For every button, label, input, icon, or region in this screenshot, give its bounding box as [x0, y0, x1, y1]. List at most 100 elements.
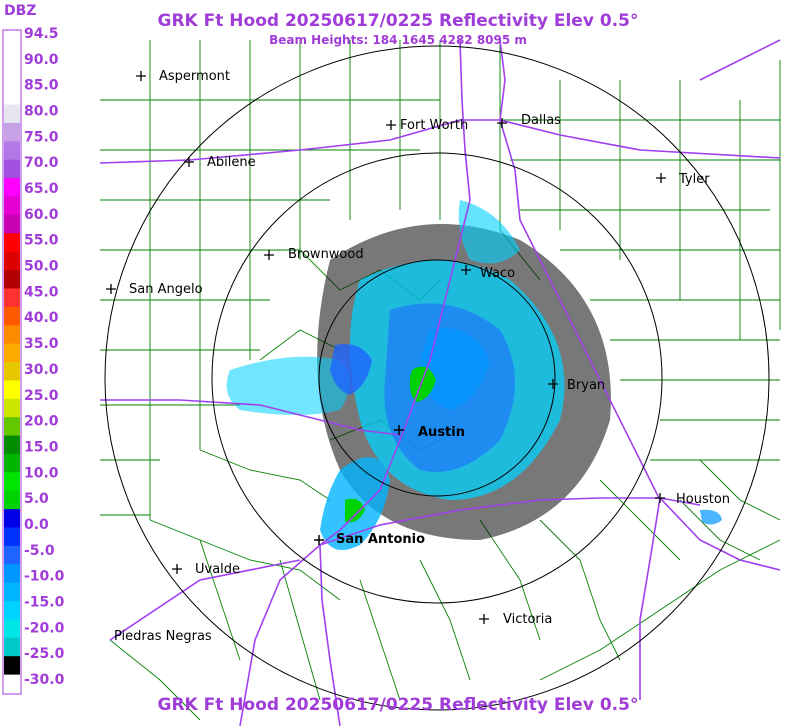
legend-swatch	[4, 582, 20, 602]
city-label-san-antonio: San Antonio	[336, 532, 425, 547]
legend-swatch	[4, 67, 20, 87]
legend-swatch	[4, 251, 20, 271]
legend-swatch	[4, 343, 20, 363]
legend-swatch	[4, 509, 20, 528]
city-san-angelo: San Angelo	[106, 282, 203, 297]
city-label-bryan: Bryan	[567, 378, 605, 393]
city-label-waco: Waco	[480, 266, 515, 281]
legend-tick-label: -15.0	[24, 595, 65, 611]
map-subtitle: Beam Heights: 184 1645 4282 8095 m	[269, 33, 527, 47]
legend-tick-label: 80.0	[24, 104, 59, 120]
range-ring-middle	[211, 152, 663, 604]
city-markers: Aspermont Fort Worth Dallas Abilene Tyle…	[106, 69, 730, 644]
city-label-fort-worth: Fort Worth	[400, 118, 468, 133]
city-brownwood: Brownwood	[264, 247, 364, 262]
legend-unit: DBZ	[4, 3, 36, 19]
legend-swatch	[4, 656, 20, 676]
legend-swatch	[4, 196, 20, 216]
city-label-aspermont: Aspermont	[159, 69, 230, 84]
city-abilene: Abilene	[184, 155, 256, 170]
city-label-piedras-negras: Piedras Negras	[114, 629, 212, 644]
legend-swatch	[4, 637, 20, 657]
legend: DBZ 94.5 90.0 85.0 80.0 75.0 70.0 65.0 60.0 55.0…	[2, 3, 65, 695]
legend-swatch	[4, 545, 20, 565]
city-label-dallas: Dallas	[521, 113, 561, 128]
legend-swatch	[4, 453, 20, 473]
legend-swatch	[4, 564, 20, 584]
legend-tick-label: 0.0	[24, 517, 49, 533]
city-label-san-angelo: San Angelo	[129, 282, 203, 297]
legend-swatch	[4, 159, 20, 179]
range-ring-outer	[104, 45, 770, 711]
legend-swatch	[4, 141, 20, 161]
range-rings	[104, 45, 770, 711]
city-waco: Waco	[461, 265, 515, 281]
city-label-houston: Houston	[676, 492, 730, 507]
city-label-victoria: Victoria	[503, 612, 552, 627]
legend-tick-label: 85.0	[24, 78, 59, 94]
city-label-brownwood: Brownwood	[288, 247, 364, 262]
legend-tick-labels: 94.5 90.0 85.0 80.0 75.0 70.0 65.0 60.0 55.0 50.0…	[24, 26, 65, 688]
city-label-abilene: Abilene	[207, 155, 256, 170]
city-houston: Houston	[655, 492, 730, 507]
city-label-uvalde: Uvalde	[195, 562, 240, 577]
legend-color-bar	[4, 31, 20, 694]
legend-tick-label: -20.0	[24, 620, 65, 636]
legend-swatch	[4, 178, 20, 197]
legend-tick-label: 25.0	[24, 388, 59, 404]
legend-tick-label: -30.0	[24, 672, 65, 688]
city-victoria: Victoria	[479, 612, 552, 627]
legend-tick-label: -25.0	[24, 646, 65, 662]
legend-swatch	[4, 325, 20, 345]
legend-tick-label: 60.0	[24, 207, 59, 223]
legend-tick-label: -10.0	[24, 569, 65, 585]
city-bryan: Bryan	[548, 378, 605, 393]
footer-title: GRK Ft Hood 20250617/0225 Reflectivity E…	[158, 695, 639, 715]
legend-tick-label: 50.0	[24, 259, 59, 275]
legend-swatch	[4, 472, 20, 492]
city-san-antonio: San Antonio	[314, 532, 425, 547]
legend-tick-label: 55.0	[24, 233, 59, 249]
legend-swatch	[4, 527, 20, 547]
city-austin: Austin	[394, 425, 465, 440]
city-dallas: Dallas	[497, 113, 561, 128]
map-title: GRK Ft Hood 20250617/0225 Reflectivity E…	[158, 11, 639, 31]
legend-swatch	[4, 233, 20, 253]
legend-tick-label: 90.0	[24, 52, 59, 68]
city-uvalde: Uvalde	[172, 562, 240, 577]
legend-swatch	[4, 270, 20, 289]
legend-tick-label: 5.0	[24, 491, 49, 507]
city-label-tyler: Tyler	[678, 172, 710, 187]
legend-swatch	[4, 417, 20, 437]
legend-swatch	[4, 86, 20, 106]
legend-swatch	[4, 398, 20, 418]
city-aspermont: Aspermont	[136, 69, 230, 84]
legend-tick-label: 75.0	[24, 129, 59, 145]
legend-swatch	[4, 306, 20, 326]
legend-tick-label: 15.0	[24, 439, 59, 455]
legend-swatch	[4, 214, 20, 234]
legend-swatch	[4, 601, 20, 620]
legend-swatch	[4, 380, 20, 400]
legend-swatch	[4, 674, 20, 694]
range-ring-inner	[318, 259, 556, 497]
legend-tick-label: 30.0	[24, 362, 59, 378]
legend-swatch	[4, 435, 20, 455]
legend-swatch	[4, 490, 20, 510]
legend-tick-label: 20.0	[24, 414, 59, 430]
city-piedras-negras: Piedras Negras	[114, 629, 212, 644]
legend-swatch	[4, 288, 20, 308]
legend-tick-label: 10.0	[24, 465, 59, 481]
legend-swatch	[4, 619, 20, 639]
city-fort-worth: Fort Worth	[386, 118, 468, 133]
city-label-austin: Austin	[418, 425, 465, 440]
legend-tick-label: 65.0	[24, 181, 59, 197]
legend-tick-label: 45.0	[24, 284, 59, 300]
legend-swatch	[4, 31, 20, 50]
legend-swatch	[4, 362, 20, 381]
highways	[99, 39, 781, 726]
legend-tick-label: 94.5	[24, 26, 59, 42]
legend-tick-label: -5.0	[24, 543, 55, 559]
legend-tick-label: 70.0	[24, 155, 59, 171]
